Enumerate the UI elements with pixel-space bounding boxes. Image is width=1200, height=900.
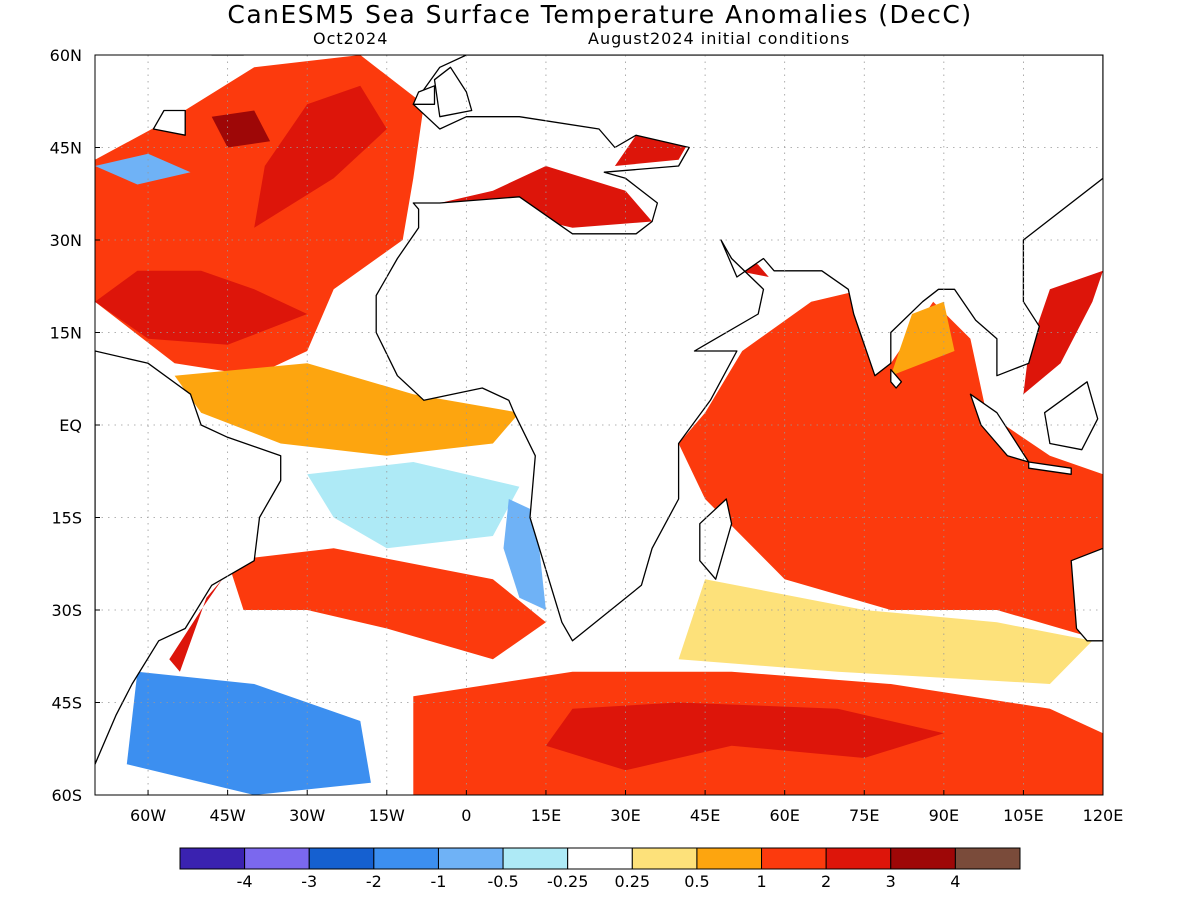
anomaly-region-sw-atlantic-cool: [126, 671, 371, 795]
anomaly-region-s-indian-neutral: [678, 579, 1093, 684]
colorbar-box: [373, 847, 439, 870]
colorbar-box: [890, 847, 956, 870]
colorbar-box: [761, 847, 827, 870]
colorbar-box: [954, 847, 1021, 870]
map-title: CanESM5 Sea Surface Temperature Anomalie…: [227, 0, 973, 29]
lat-tick-label: 45N: [50, 139, 82, 158]
colorbar-tick-label: -0.25: [547, 872, 588, 891]
land-sri-lanka: [890, 368, 903, 389]
anomaly-region-brazil-malvinas-strong: [169, 579, 223, 672]
anomaly-region-indian-ocean-warm: [678, 289, 1103, 641]
lat-tick-label: EQ: [59, 416, 82, 435]
colorbar-tick-label: -4: [237, 872, 253, 891]
lon-tick-label: 60E: [769, 806, 799, 825]
anomaly-region-n-atlantic-core-strong: [211, 110, 271, 148]
lon-tick-label: 15W: [369, 806, 405, 825]
colorbar-boxes: [179, 847, 1021, 870]
lat-tick-label: 30N: [50, 231, 82, 250]
init-conditions-label: August2024 initial conditions: [588, 29, 851, 48]
anomaly-region-mediterranean-strong: [439, 166, 653, 228]
land-madagascar: [699, 498, 733, 580]
lon-tick-label: 75E: [849, 806, 879, 825]
colorbar-box: [567, 847, 633, 870]
colorbar-tick-label: 3: [886, 872, 896, 891]
lon-tick-label: 15E: [531, 806, 561, 825]
land-layer: [95, 55, 1103, 765]
land-java: [1028, 461, 1072, 475]
anomaly-region-nw-atlantic-cool: [95, 153, 191, 185]
valid-month-label: Oct2024: [313, 29, 389, 48]
lon-tick-label: 45E: [690, 806, 720, 825]
lat-tick-label: 15N: [50, 324, 82, 343]
land-sumatra: [969, 393, 1030, 463]
colorbar-box: [308, 847, 375, 870]
colorbar-tick-label: 0.5: [684, 872, 709, 891]
lon-tick-label: 105E: [1003, 806, 1044, 825]
lat-tick-label: 15S: [51, 509, 82, 528]
colorbar-tick-label: 4: [950, 872, 960, 891]
land-south-america: [95, 350, 282, 765]
colorbar-tick-label: -3: [301, 872, 317, 891]
lat-tick-label: 30S: [51, 601, 82, 620]
land-australia: [1070, 547, 1103, 642]
colorbar-tick-label: 1: [756, 872, 766, 891]
colorbar-tick-label: 0.25: [614, 872, 650, 891]
colorbar-tick-label: -0.5: [487, 872, 518, 891]
lon-tick-label: 0: [461, 806, 471, 825]
anomaly-region-trop-atlantic-warm: [174, 363, 520, 456]
colorbar-box: [825, 847, 892, 870]
anomaly-region-n-atlantic-central-strong: [254, 85, 387, 228]
latitude-labels: 60N 45N 30N 15N EQ 15S 30S 45S 60S: [50, 46, 100, 805]
lat-tick-label: 60S: [51, 786, 82, 805]
lon-tick-label: 30W: [289, 806, 325, 825]
colorbar-tick-label: -2: [366, 872, 382, 891]
colorbar-labels: -4 -3 -2 -1 -0.5 -0.25 0.25 0.5 1 2 3 4: [237, 872, 961, 891]
lat-tick-label: 45S: [51, 694, 82, 713]
colorbar-box: [502, 847, 569, 870]
lon-tick-label: 60W: [130, 806, 166, 825]
anomaly-region-bay-bengal-warm: [890, 301, 955, 376]
colorbar-box: [437, 847, 504, 870]
colorbar-box: [696, 847, 763, 870]
land-borneo: [1043, 381, 1099, 451]
land-britain: [433, 66, 473, 118]
colorbar-box: [244, 847, 310, 870]
longitude-labels: 60W 45W 30W 15W 0 15E 30E 45E 60E 75E 90E 105E 120E: [130, 790, 1123, 825]
graticule: [95, 55, 1103, 795]
land-africa-eurasia: [375, 55, 1103, 642]
lon-tick-label: 45W: [210, 806, 246, 825]
anomaly-region-s-atlantic-cool: [307, 462, 520, 549]
lon-tick-label: 90E: [929, 806, 959, 825]
lat-tick-label: 60N: [50, 46, 82, 65]
colorbar-box: [631, 847, 698, 870]
colorbar-tick-label: 2: [821, 872, 831, 891]
land-newfoundland: [152, 109, 186, 136]
lon-tick-label: 120E: [1083, 806, 1124, 825]
land-ireland: [412, 85, 436, 105]
anomaly-region-southern-ocean-strong: [545, 702, 944, 771]
lon-tick-label: 30E: [610, 806, 640, 825]
colorbar-box: [179, 847, 246, 870]
colorbar-tick-label: -1: [430, 872, 446, 891]
anomaly-region-s-china-sea-strong: [1023, 270, 1103, 395]
